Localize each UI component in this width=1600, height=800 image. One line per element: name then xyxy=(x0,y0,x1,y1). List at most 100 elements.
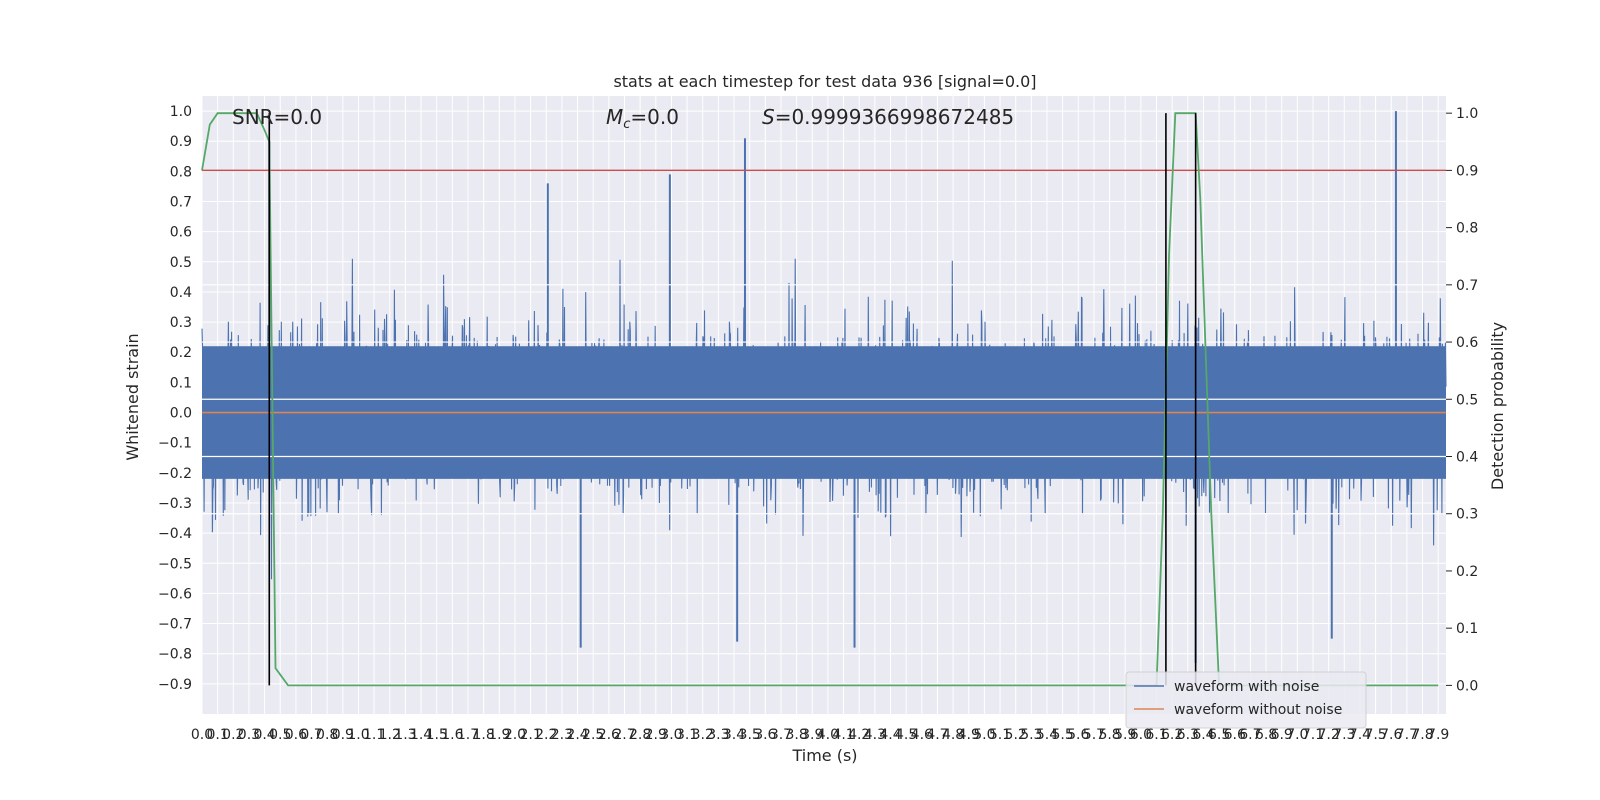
x-tick-label: 1.3 xyxy=(394,727,416,743)
y-axis-label: Whitened strain xyxy=(123,333,142,460)
x-tick-label: 7.5 xyxy=(1364,727,1386,743)
x-tick-label: 6.6 xyxy=(1224,727,1246,743)
x-tick-label: 0.1 xyxy=(207,727,229,743)
y-tick-label: 0.6 xyxy=(170,225,192,241)
y-tick-label: −0.7 xyxy=(158,617,192,633)
y2-tick-label: 0.4 xyxy=(1456,450,1478,466)
y2-tick-label: 0.0 xyxy=(1456,678,1478,694)
s-statistic-annotation: S=0.9999366998672485 xyxy=(762,105,1014,129)
y2-tick-label: 0.6 xyxy=(1456,335,1478,351)
x-tick-label: 7.0 xyxy=(1286,727,1308,743)
x-tick-label: 1.4 xyxy=(410,727,432,743)
x-tick-label: 7.4 xyxy=(1349,727,1371,743)
x-tick-label: 1.0 xyxy=(347,727,369,743)
y2-tick-label: 0.7 xyxy=(1456,278,1478,294)
y2-tick-label: 0.5 xyxy=(1456,392,1478,408)
x-tick-label: 7.9 xyxy=(1427,727,1449,743)
x-tick-label: 6.7 xyxy=(1239,727,1261,743)
y2-tick-label: 0.8 xyxy=(1456,221,1478,237)
y-tick-label: 0.3 xyxy=(170,315,192,331)
x-tick-label: 1.6 xyxy=(441,727,463,743)
x-tick-label: 0.4 xyxy=(253,727,275,743)
x-tick-label: 2.2 xyxy=(535,727,557,743)
x-tick-label: 2.7 xyxy=(613,727,635,743)
y-tick-label: 0.2 xyxy=(170,345,192,361)
y2-axis-label: Detection probability xyxy=(1488,322,1507,490)
x-tick-label: 0.8 xyxy=(316,727,338,743)
y-tick-label: −0.2 xyxy=(158,466,192,482)
legend: waveform with noise waveform without noi… xyxy=(1125,671,1367,729)
x-tick-label: 2.9 xyxy=(645,727,667,743)
x-tick-label: 6.0 xyxy=(1130,727,1152,743)
x-tick-label: 4.7 xyxy=(926,727,948,743)
x-tick-label: 2.5 xyxy=(582,727,604,743)
x-tick-label: 2.3 xyxy=(551,727,573,743)
chirp-mass-symbol: M xyxy=(606,105,623,129)
x-axis-label: Time (s) xyxy=(791,746,857,765)
chirp-mass-value: =0.0 xyxy=(630,105,679,129)
x-tick-label: 1.9 xyxy=(488,727,510,743)
y-tick-labels: 1.0 0.9 0.8 0.7 0.6 0.5 0.4 0.3 0.2 0.1 0.0 −0.1 −0.… xyxy=(158,104,192,693)
x-tick-label: 5.4 xyxy=(1036,727,1058,743)
x-tick-label: 2.4 xyxy=(566,727,588,743)
x-tick-label: 3.4 xyxy=(723,727,745,743)
y-tick-label: 0.7 xyxy=(170,195,192,211)
x-tick-label: 3.9 xyxy=(801,727,823,743)
x-tick-label: 7.8 xyxy=(1411,727,1433,743)
x-tick-label: 5.8 xyxy=(1098,727,1120,743)
x-tick-label: 6.1 xyxy=(1145,727,1167,743)
x-tick-label: 5.7 xyxy=(1083,727,1105,743)
chirp-mass-subscript: c xyxy=(623,117,630,132)
x-tick-label: 3.5 xyxy=(739,727,761,743)
chirp-mass-annotation: Mc=0.0 xyxy=(606,105,679,132)
x-tick-label: 4.8 xyxy=(942,727,964,743)
x-tick-label: 4.5 xyxy=(895,727,917,743)
y-tick-label: −0.3 xyxy=(158,496,192,512)
x-tick-labels: 0.00.10.20.30.40.50.60.70.80.91.01.11.21… xyxy=(191,727,1449,743)
x-tick-label: 5.3 xyxy=(1020,727,1042,743)
x-tick-label: 4.9 xyxy=(958,727,980,743)
x-tick-label: 6.5 xyxy=(1208,727,1230,743)
y-tick-label: 1.0 xyxy=(170,104,192,120)
x-tick-label: 0.3 xyxy=(238,727,260,743)
x-tick-label: 0.7 xyxy=(300,727,322,743)
x-tick-label: 2.6 xyxy=(598,727,620,743)
x-tick-label: 6.9 xyxy=(1271,727,1293,743)
y-tick-label: 0.4 xyxy=(170,285,192,301)
x-tick-label: 7.1 xyxy=(1302,727,1324,743)
y2-tick-label: 0.2 xyxy=(1456,564,1478,580)
s-statistic-value: =0.9999366998672485 xyxy=(775,105,1014,129)
y-tick-label: 0.1 xyxy=(170,375,192,391)
x-tick-label: 5.2 xyxy=(1005,727,1027,743)
x-tick-label: 3.8 xyxy=(785,727,807,743)
x-tick-label: 7.3 xyxy=(1333,727,1355,743)
x-tick-label: 6.3 xyxy=(1177,727,1199,743)
x-tick-label: 7.7 xyxy=(1396,727,1418,743)
x-tick-label: 2.0 xyxy=(504,727,526,743)
x-tick-label: 3.0 xyxy=(660,727,682,743)
y-tick-label: −0.8 xyxy=(158,647,192,663)
x-tick-label: 1.8 xyxy=(473,727,495,743)
detection-probability-line xyxy=(201,112,1439,687)
y2-tick-label: 0.3 xyxy=(1456,507,1478,523)
x-tick-label: 0.9 xyxy=(332,727,354,743)
x-tick-label: 6.8 xyxy=(1255,727,1277,743)
x-tick-label: 2.8 xyxy=(629,727,651,743)
y-tick-label: 0.8 xyxy=(170,164,192,180)
x-tick-label: 3.1 xyxy=(676,727,698,743)
y-tick-label: −0.9 xyxy=(158,677,192,693)
legend-box xyxy=(1125,671,1367,729)
y-tick-label: −0.6 xyxy=(158,586,192,602)
x-tick-label: 0.6 xyxy=(285,727,307,743)
x-tick-label: 3.6 xyxy=(754,727,776,743)
x-tick-label: 0.2 xyxy=(222,727,244,743)
s-statistic-symbol: S xyxy=(762,105,775,129)
snr-annotation: SNR=0.0 xyxy=(232,105,322,129)
x-tick-label: 4.3 xyxy=(864,727,886,743)
y2-tick-labels: 1.0 0.9 0.8 0.7 0.6 0.5 0.4 0.3 0.2 0.1 0.0 xyxy=(1446,106,1478,694)
x-tick-label: 1.5 xyxy=(426,727,448,743)
x-tick-label: 6.4 xyxy=(1192,727,1214,743)
y-tick-label: 0.9 xyxy=(170,134,192,150)
x-tick-label: 7.2 xyxy=(1318,727,1340,743)
x-tick-label: 3.7 xyxy=(770,727,792,743)
